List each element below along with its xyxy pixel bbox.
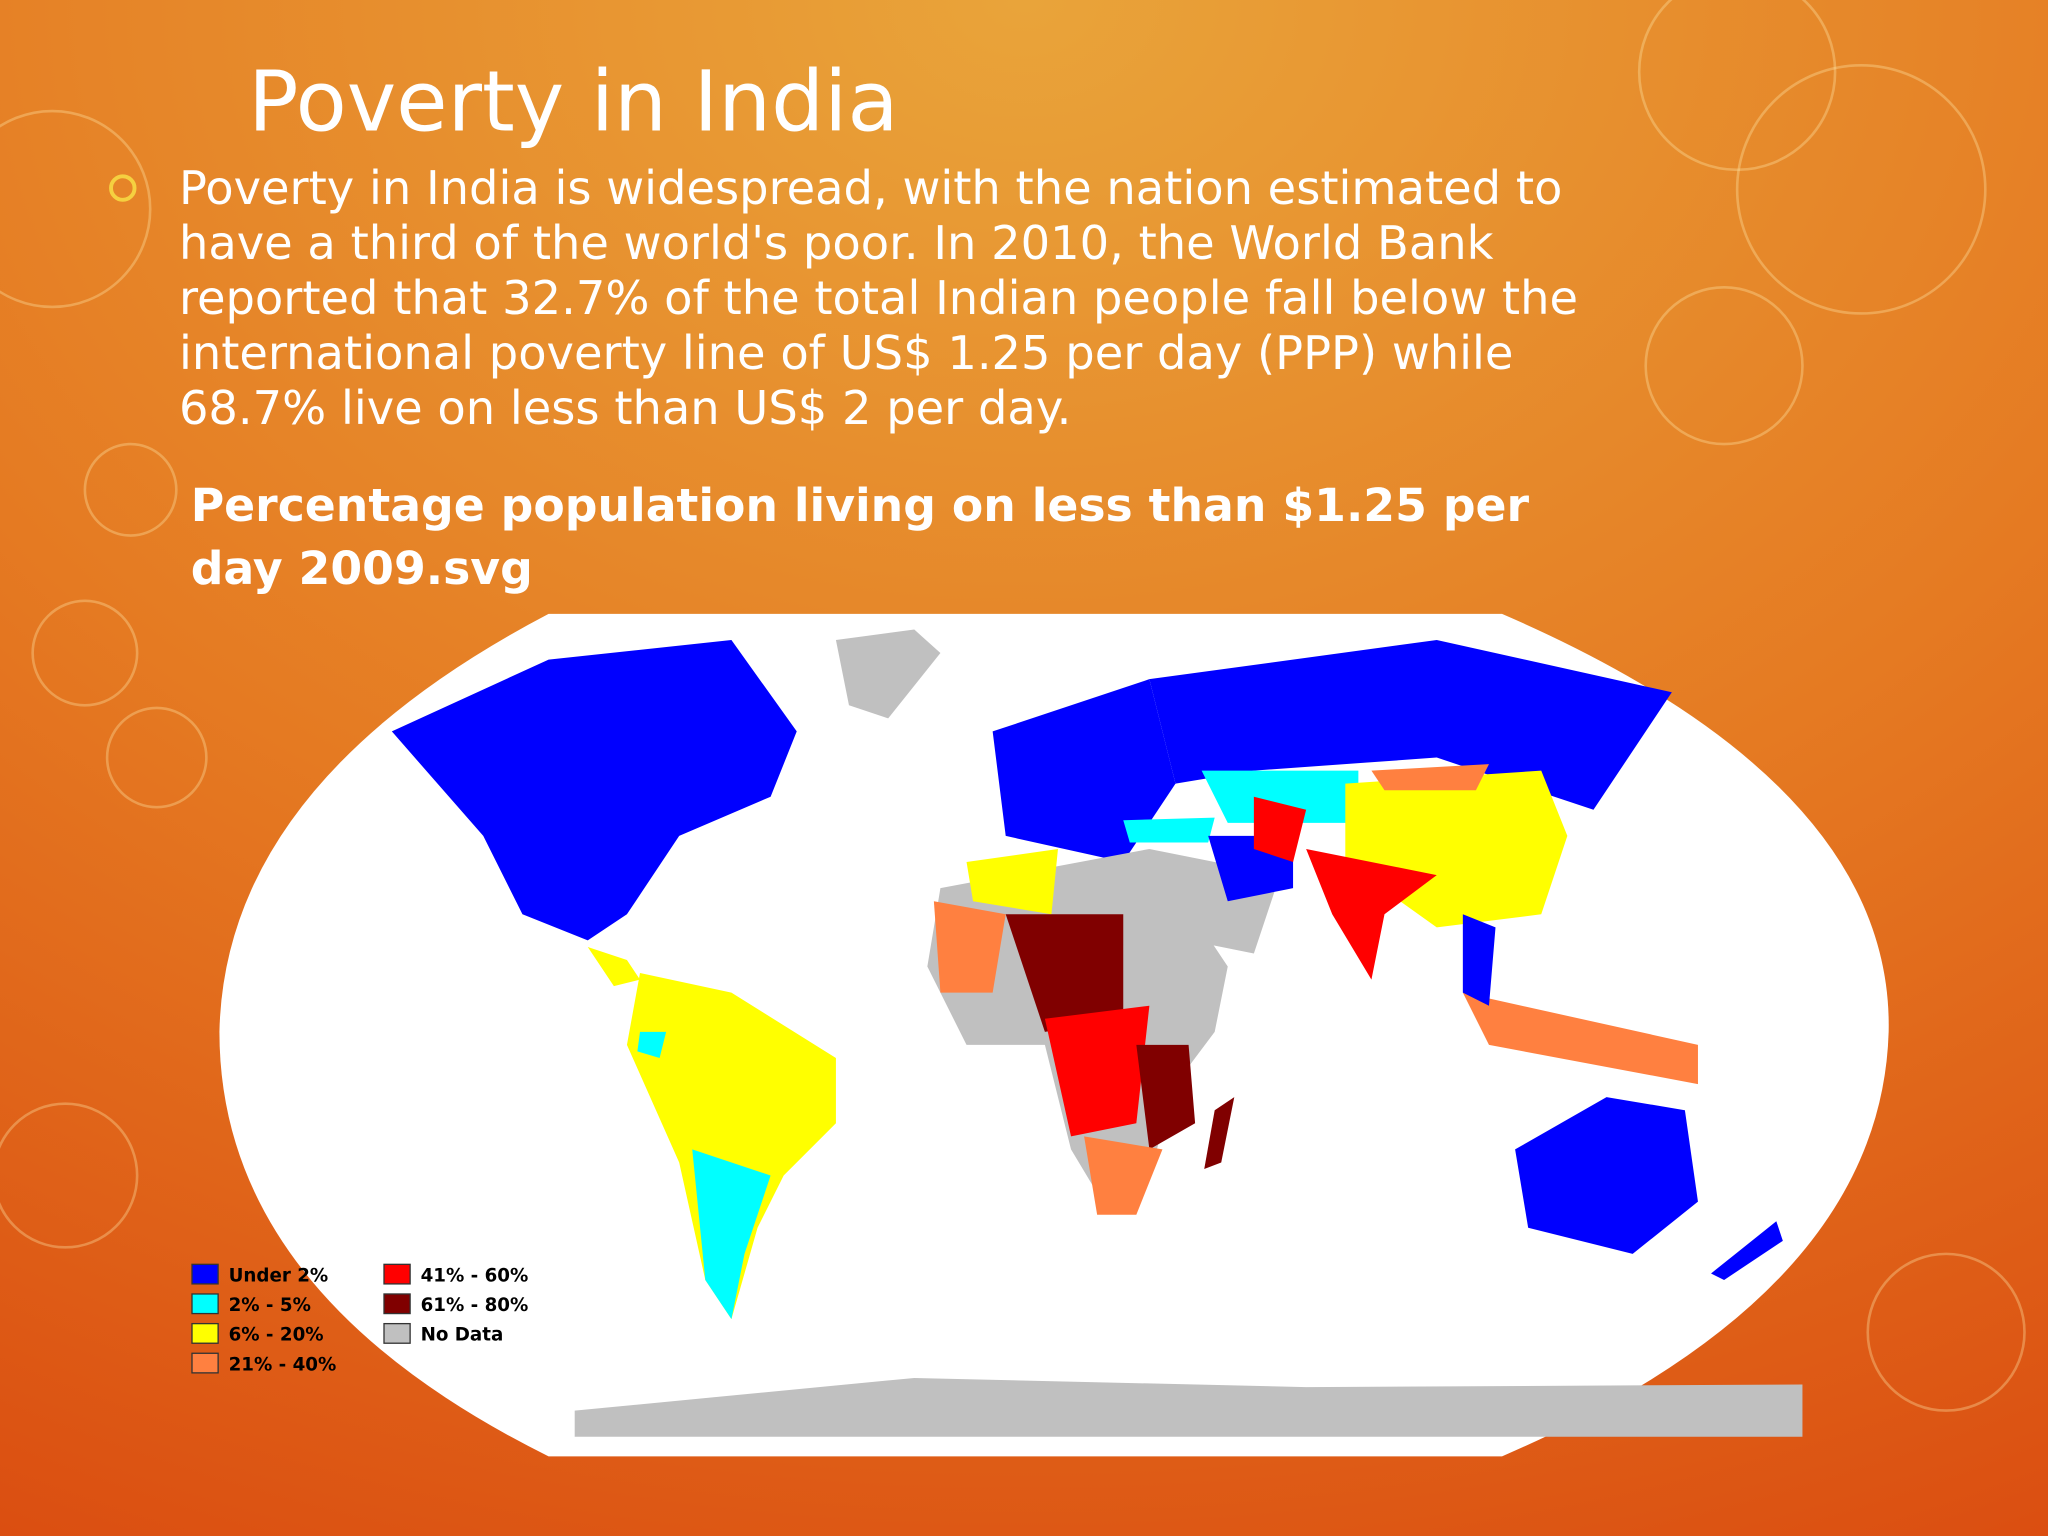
bullet-line: reported that 32.7% of the total Indian … [179,271,1578,325]
decor-circles [0,0,2026,1412]
bullet-marker [109,174,137,202]
slide-title: Poverty in India [248,53,898,151]
legend-label: No Data [421,1325,504,1346]
map-caption: Percentage population living on less tha… [191,479,1530,595]
caption-line: Percentage population living on less tha… [191,479,1530,532]
legend-swatch [191,1293,219,1315]
bullet-line: 68.7% live on less than US$ 2 per day. [179,381,1071,435]
legend-label: Under 2% [229,1265,329,1286]
legend-label: 21% - 40% [229,1354,337,1375]
bullet-text: Poverty in India is widespread, with the… [179,161,1578,435]
legend-swatch [383,1322,411,1344]
world-map [219,613,1889,1457]
bullet-line: international poverty line of US$ 1.25 p… [179,326,1513,380]
legend-label: 6% - 20% [229,1325,324,1346]
legend-label: 61% - 80% [421,1295,529,1316]
legend-swatch [383,1293,411,1315]
bullet-line: have a third of the world's poor. In 201… [179,216,1494,270]
map-legend: Under 2% 2% - 5% 6% - 20% 21% - 40% 41% - 60… [191,1263,529,1375]
legend-swatch [191,1322,219,1344]
bullet-line: Poverty in India is widespread, with the… [179,161,1562,215]
legend-label: 41% - 60% [421,1265,529,1286]
caption-line: day 2009.svg [191,542,533,595]
legend-swatch [191,1352,219,1374]
legend-swatch [191,1263,219,1285]
legend-label: 2% - 5% [229,1295,311,1316]
legend-swatch [383,1263,411,1285]
